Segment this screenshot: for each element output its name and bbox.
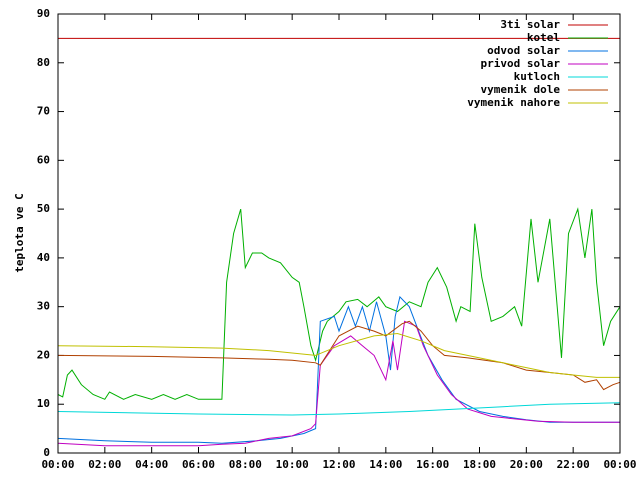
- legend-label: vymenik nahore: [467, 96, 560, 109]
- y-tick-label: 70: [37, 105, 50, 118]
- y-tick-label: 50: [37, 202, 50, 215]
- x-tick-label: 20:00: [510, 458, 543, 471]
- x-tick-label: 00:00: [41, 458, 74, 471]
- y-tick-label: 90: [37, 7, 50, 20]
- x-tick-label: 00:00: [603, 458, 636, 471]
- legend-label: kutloch: [514, 70, 560, 83]
- y-tick-label: 80: [37, 56, 50, 69]
- plot-border: [57, 13, 621, 454]
- x-tick-label: 02:00: [88, 458, 121, 471]
- y-tick-label: 10: [37, 397, 50, 410]
- y-tick-label: 0: [43, 446, 50, 459]
- x-tick-label: 08:00: [229, 458, 262, 471]
- y-tick-label: 60: [37, 153, 50, 166]
- x-tick-label: 10:00: [276, 458, 309, 471]
- x-tick-label: 18:00: [463, 458, 496, 471]
- series-line: [57, 320, 620, 447]
- legend-label: 3ti solar: [500, 18, 560, 31]
- y-tick-label: 20: [37, 348, 50, 361]
- series-line: [57, 332, 620, 378]
- x-tick-label: 12:00: [322, 458, 355, 471]
- series-line: [57, 320, 621, 391]
- x-tick-label: 22:00: [557, 458, 590, 471]
- legend-label: vymenik dole: [481, 83, 561, 96]
- x-tick-label: 14:00: [369, 458, 402, 471]
- legend-label: kotel: [527, 31, 560, 44]
- legend-label: odvod solar: [487, 44, 560, 57]
- y-tick-label: 40: [37, 251, 50, 264]
- series-line: [57, 402, 621, 416]
- x-tick-label: 16:00: [416, 458, 449, 471]
- y-tick-label: 30: [37, 300, 50, 313]
- y-axis-label: teplota ve C: [13, 193, 26, 272]
- series-line: [57, 207, 621, 400]
- x-tick-label: 06:00: [182, 458, 215, 471]
- legend-label: privod solar: [481, 57, 561, 70]
- x-tick-label: 04:00: [135, 458, 168, 471]
